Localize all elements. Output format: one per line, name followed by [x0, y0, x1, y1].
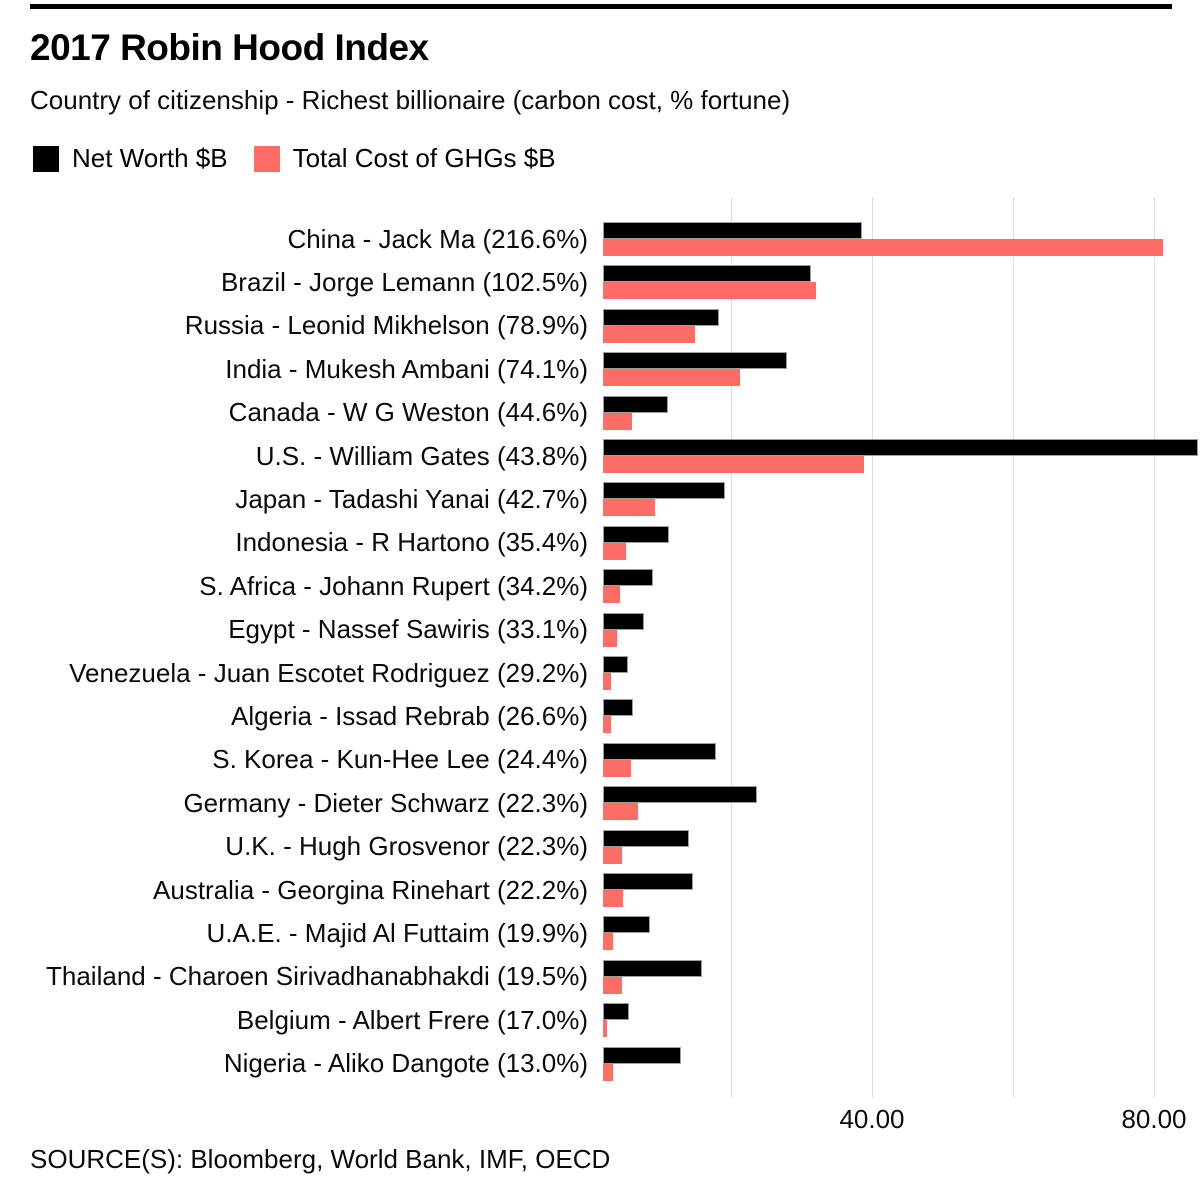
ghg-cost-bar	[603, 282, 816, 300]
net-worth-bar	[603, 482, 725, 500]
category-label: Nigeria - Aliko Dangote (13.0%)	[223, 1048, 588, 1079]
ghg-cost-bar	[603, 412, 632, 430]
ghg-cost-bar	[603, 325, 695, 343]
gridline-40	[872, 197, 873, 1098]
category-label: Algeria - Issad Rebrab (26.6%)	[231, 700, 588, 731]
source-note: SOURCE(S): Bloomberg, World Bank, IMF, O…	[30, 1144, 611, 1174]
category-label: Egypt - Nassef Sawiris (33.1%)	[228, 614, 588, 645]
legend-swatch-ghg-cost	[253, 145, 280, 172]
ghg-cost-bar	[603, 803, 638, 821]
chart-subtitle: Country of citizenship - Richest billion…	[30, 85, 791, 115]
category-label: Brazil - Jorge Lemann (102.5%)	[220, 266, 588, 297]
net-worth-bar	[603, 829, 689, 847]
net-worth-bar	[603, 569, 653, 587]
net-worth-bar	[603, 352, 787, 370]
net-worth-bar	[603, 1003, 629, 1021]
ghg-cost-bar	[603, 890, 623, 907]
category-label: S. Korea - Kun-Hee Lee (24.4%)	[212, 744, 588, 775]
ghg-cost-bar	[603, 369, 740, 387]
category-label: Indonesia - R Hartono (35.4%)	[235, 527, 588, 558]
chart-title: 2017 Robin Hood Index	[30, 27, 429, 68]
legend-swatch-net-worth	[33, 145, 59, 172]
top-rule	[30, 4, 1172, 9]
net-worth-bar	[603, 395, 668, 413]
net-worth-bar	[603, 742, 716, 760]
ghg-cost-bar	[603, 239, 1163, 256]
x-axis-tick-label: 40.00	[839, 1104, 905, 1134]
ghg-cost-bar	[603, 976, 622, 994]
category-label: Thailand - Charoen Sirivadhanabhakdi (19…	[46, 961, 588, 992]
category-label: U.K. - Hugh Grosvenor (22.3%)	[225, 831, 588, 862]
legend: Net Worth $B Total Cost of GHGs $B	[33, 143, 556, 174]
ghg-cost-bar	[603, 673, 611, 690]
ghg-cost-bar	[603, 933, 613, 951]
net-worth-bar	[603, 612, 644, 630]
category-label: Belgium - Albert Frere (17.0%)	[236, 1004, 588, 1035]
ghg-cost-bar	[603, 499, 655, 517]
category-label: Germany - Dieter Schwarz (22.3%)	[183, 787, 588, 818]
legend-label-net-worth: Net Worth $B	[72, 143, 228, 173]
net-worth-bar	[603, 873, 693, 890]
net-worth-bar	[603, 525, 669, 543]
ghg-cost-bar	[603, 586, 620, 604]
category-label: Canada - W G Weston (44.6%)	[228, 397, 588, 428]
net-worth-bar	[603, 959, 702, 977]
net-worth-bar	[603, 222, 862, 239]
legend-label-ghg-cost: Total Cost of GHGs $B	[292, 143, 556, 173]
ghg-cost-bar	[603, 1063, 613, 1081]
ghg-cost-bar	[603, 456, 864, 473]
ghg-cost-bar	[603, 846, 622, 864]
category-label: Japan - Tadashi Yanai (42.7%)	[235, 483, 588, 514]
gridline-80	[1154, 197, 1155, 1098]
category-label: Australia - Georgina Rinehart (22.2%)	[153, 874, 588, 905]
category-label: Venezuela - Juan Escotet Rodriguez (29.2…	[69, 657, 588, 688]
ghg-cost-bar	[603, 759, 631, 777]
ghg-cost-bar	[603, 542, 626, 560]
category-label: Russia - Leonid Mikhelson (78.9%)	[184, 310, 588, 341]
net-worth-bar	[603, 699, 633, 717]
ghg-cost-bar	[603, 716, 611, 734]
gridline-60	[1013, 197, 1014, 1098]
net-worth-bar	[603, 265, 811, 283]
ghg-cost-bar	[603, 629, 617, 647]
category-label: India - Mukesh Ambani (74.1%)	[225, 353, 588, 384]
category-label: China - Jack Ma (216.6%)	[287, 223, 588, 254]
net-worth-bar	[603, 916, 650, 934]
net-worth-bar	[603, 439, 1198, 456]
net-worth-bar	[603, 308, 719, 326]
category-label: U.A.E. - Majid Al Futtaim (19.9%)	[206, 917, 588, 948]
ghg-cost-bar	[603, 1020, 607, 1038]
category-label: S. Africa - Johann Rupert (34.2%)	[199, 570, 588, 601]
x-axis-tick-label: 80.00	[1121, 1104, 1187, 1134]
net-worth-bar	[603, 786, 757, 804]
gridline-20	[731, 197, 732, 1098]
category-label: U.S. - William Gates (43.8%)	[255, 440, 588, 471]
net-worth-bar	[603, 1046, 681, 1064]
net-worth-bar	[603, 656, 628, 673]
